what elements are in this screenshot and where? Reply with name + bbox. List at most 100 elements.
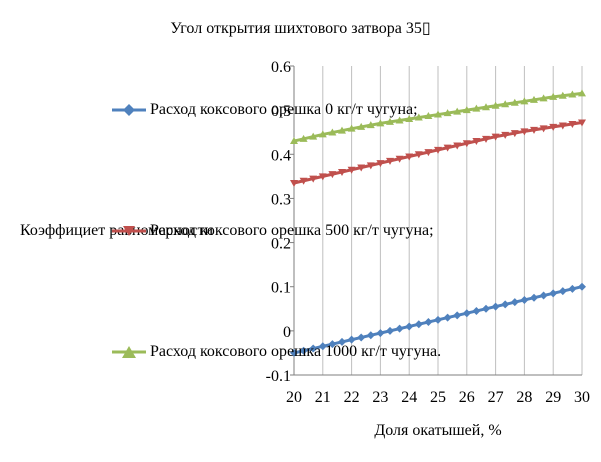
series-1-point-3 [318, 173, 327, 181]
series-0-point-21 [491, 302, 500, 311]
legend-label-2: Расход коксового орешка 1000 кг/т чугуна… [150, 343, 442, 360]
y-tick-label-1: 0 [283, 324, 291, 341]
series-0-point-26 [539, 291, 548, 300]
series-1-point-25 [530, 126, 538, 134]
x-tick-label-1: 21 [315, 389, 331, 406]
series-0-point-19 [472, 306, 481, 315]
series-1-point-9 [376, 160, 385, 168]
series-0-point-8 [366, 331, 375, 340]
y-tick-label-0: -0.1 [266, 368, 291, 385]
series-2-point-12 [405, 114, 414, 122]
series-0-point-1 [299, 346, 308, 355]
series-2-point-4 [328, 128, 337, 136]
series-2-point-3 [318, 130, 327, 138]
series-0-point-15 [434, 315, 442, 324]
x-tick-label-10: 30 [574, 389, 590, 406]
series-2-point-5 [338, 126, 346, 134]
x-tick-label-3: 23 [372, 389, 388, 406]
legend-swatch-1 [112, 226, 146, 236]
series-1-point-12 [405, 153, 414, 161]
series-1-point-20 [482, 135, 490, 143]
series-1-point-1 [299, 177, 308, 185]
series-0-point-20 [482, 304, 490, 313]
x-tick-label-7: 27 [488, 389, 504, 406]
series-2-point-25 [530, 95, 538, 103]
series-2-point-30 [578, 89, 586, 97]
series-0-point-16 [443, 313, 452, 322]
x-tick-label-9: 29 [545, 389, 561, 406]
x-tick-label-0: 20 [286, 389, 302, 406]
series-1-point-26 [539, 125, 548, 133]
series-2-point-6 [347, 124, 356, 132]
legend-label-1: Расход коксового орешка 500 кг/т чугуна; [150, 222, 434, 239]
series-1-point-19 [472, 138, 481, 146]
series-1-point-7 [357, 164, 366, 172]
series-2-point-24 [520, 97, 529, 105]
series-1-point-21 [491, 133, 500, 141]
series-0-point-4 [328, 340, 337, 349]
series-2-point-0 [290, 137, 298, 145]
series-2-point-23 [510, 98, 519, 106]
series-0-point-11 [395, 324, 404, 333]
series-2-point-19 [472, 104, 481, 112]
series-0-point-18 [462, 309, 471, 318]
series-1-point-24 [520, 128, 529, 136]
series-0-point-3 [318, 342, 327, 351]
series-0-point-17 [453, 311, 462, 320]
series-0-point-9 [376, 329, 385, 338]
legend-entry-2: Расход коксового орешка 1000 кг/т чугуна… [112, 343, 441, 361]
series-0-point-25 [530, 293, 538, 302]
series-2-point-7 [357, 122, 366, 130]
x-tick-label-8: 28 [516, 389, 532, 406]
series-0-point-29 [568, 284, 577, 293]
series-0-point-28 [558, 287, 567, 296]
series-1-point-23 [510, 130, 519, 138]
series-2-point-8 [366, 121, 375, 129]
series-2-point-27 [549, 92, 558, 100]
series-0-point-27 [549, 289, 558, 298]
x-tick-label-4: 24 [401, 389, 417, 406]
series-0-point-6 [347, 335, 356, 344]
series-0-point-5 [338, 337, 346, 346]
series-1-point-30 [578, 119, 586, 127]
series-2-point-14 [424, 112, 433, 120]
series-2-point-16 [443, 109, 452, 117]
series-2-point-28 [558, 91, 567, 99]
series-2-point-11 [395, 116, 404, 124]
series-2-point-2 [309, 132, 318, 140]
series-1-point-13 [414, 151, 423, 159]
series-0-point-2 [309, 344, 318, 353]
series-2-point-9 [376, 119, 385, 127]
x-axis-label: Доля окатышей, % [374, 422, 502, 439]
series-2-point-20 [482, 103, 490, 111]
series-0-point-12 [405, 322, 414, 331]
chart-title: Угол открытия шихтового затвора 35▯ [170, 20, 431, 37]
series-2-point-17 [453, 107, 462, 115]
x-tick-label-5: 25 [430, 389, 446, 406]
series-0-point-14 [424, 318, 433, 327]
series-0-point-24 [520, 295, 529, 304]
series-1-point-8 [366, 162, 375, 170]
legend-swatch-0 [112, 104, 146, 116]
x-tick-label-2: 22 [344, 389, 360, 406]
series-0-point-23 [510, 298, 519, 307]
series-1-point-15 [434, 146, 442, 154]
series-1-point-11 [395, 155, 404, 163]
series-0-point-0 [290, 348, 298, 357]
legend-entry-0: Расход коксового орешка 0 кг/т чугуна; [112, 101, 418, 119]
y-tick-label-5: 0.4 [271, 147, 291, 164]
series-2-point-21 [491, 101, 500, 109]
x-tick-label-6: 26 [459, 389, 475, 406]
series-1-point-14 [424, 149, 433, 157]
series-1-point-18 [462, 140, 471, 148]
series-2-point-10 [386, 117, 394, 125]
legend-label-0: Расход коксового орешка 0 кг/т чугуна; [150, 101, 418, 118]
series-1-point-27 [549, 123, 558, 131]
series-2-point-29 [568, 90, 577, 98]
legend-entry-1: Расход коксового орешка 500 кг/т чугуна; [112, 222, 434, 240]
series-2-point-22 [501, 100, 510, 108]
series-2-point-1 [299, 134, 308, 142]
y-tick-label-7: 0.6 [271, 59, 291, 76]
series-1-point-28 [558, 122, 567, 130]
